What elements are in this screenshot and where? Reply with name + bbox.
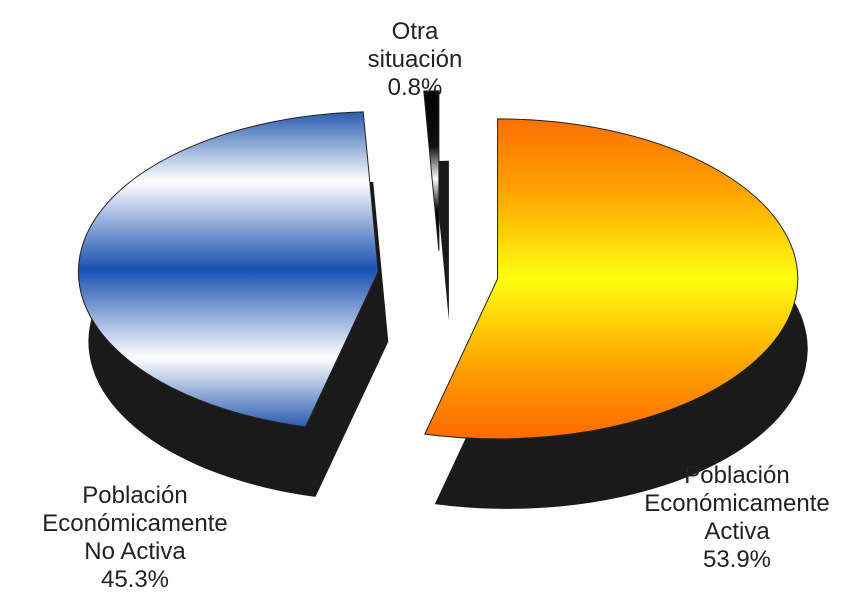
slice-label-activa: Población Económicamente Activa 53.9% (612, 462, 862, 574)
slice-activa (424, 118, 799, 440)
slice-no-activa (77, 111, 379, 428)
slice-label-otra: Otra situación 0.8% (295, 18, 535, 102)
slice-label-no-activa-line-1: Población (82, 482, 188, 509)
slice-label-no-activa-line-2: Económicamente (42, 510, 228, 537)
slice-label-no-activa-line-3: No Activa (84, 538, 186, 565)
slice-otra (423, 90, 440, 251)
slice-label-otra-line-1: Otra (391, 18, 439, 45)
slice-label-activa-line-1: Población (684, 462, 790, 489)
slice-label-otra-line-2: situación (367, 46, 463, 73)
slice-label-activa-line-3: Activa (704, 518, 770, 545)
slice-label-no-activa: Población Económicamente No Activa 45.3% (10, 482, 260, 594)
slice-value-otra: 0.8% (387, 74, 443, 101)
slice-value-no-activa: 45.3% (100, 566, 170, 593)
slice-label-activa-line-2: Económicamente (644, 490, 830, 517)
slice-value-activa: 53.9% (702, 546, 772, 573)
